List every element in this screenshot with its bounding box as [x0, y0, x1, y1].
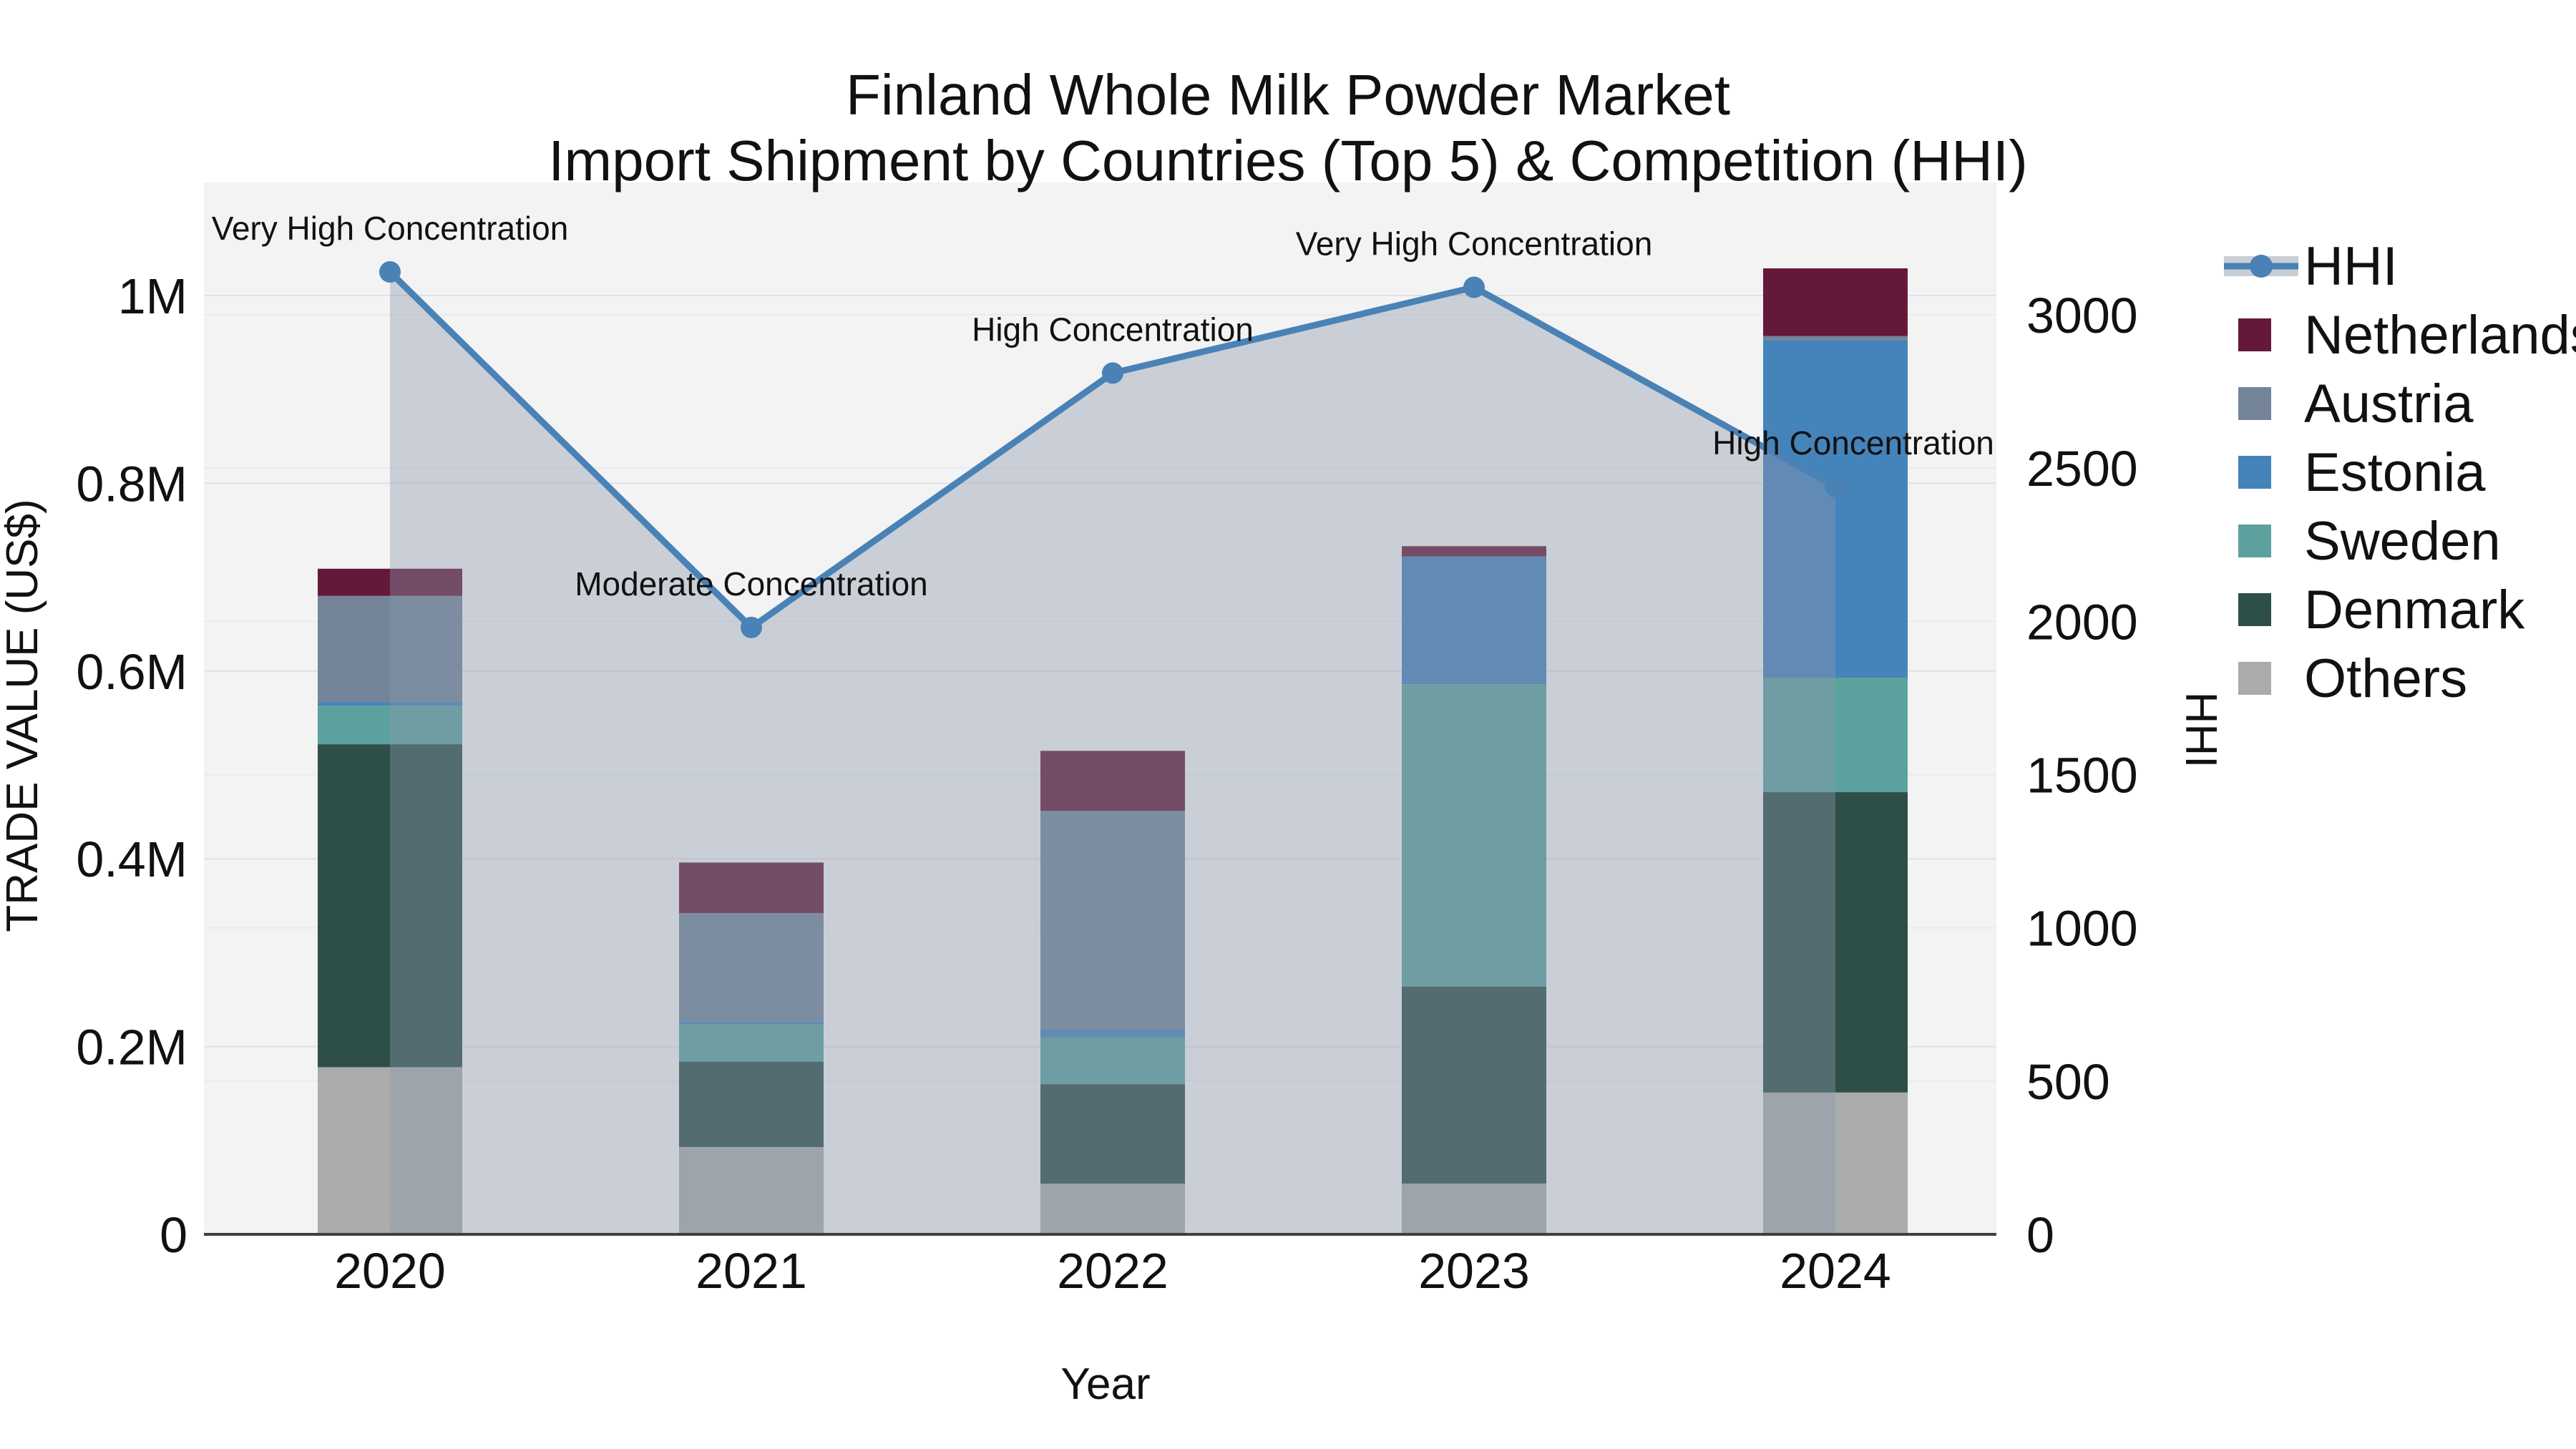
y-right-tick-label: 1000	[2026, 901, 2138, 957]
y-right-tick-label: 1500	[2026, 748, 2138, 804]
bar-segment-estonia-2023[interactable]	[1402, 556, 1546, 685]
legend-item-netherlands[interactable]: Netherlands	[2238, 305, 2576, 366]
bar-segment-denmark-2022[interactable]	[1040, 1084, 1185, 1184]
bar-segment-others-2020[interactable]	[318, 1067, 462, 1235]
y-left-tick-label: 0.8M	[76, 456, 187, 512]
legend-swatch-estonia-icon	[2238, 456, 2271, 489]
legend-item-sweden[interactable]: Sweden	[2238, 511, 2501, 572]
bar-segment-denmark-2023[interactable]	[1402, 986, 1546, 1184]
legend-swatch-denmark-icon	[2238, 593, 2271, 626]
x-tick-label: 2022	[1057, 1243, 1169, 1299]
x-axis-title: Year	[1060, 1360, 1150, 1409]
bar-segment-sweden-2023[interactable]	[1402, 684, 1546, 987]
legend-label: Austria	[2304, 374, 2474, 434]
annotation-2020: Very High Concentration	[212, 210, 569, 247]
legend-label: Denmark	[2304, 580, 2525, 640]
x-tick-label: 2023	[1418, 1243, 1530, 1299]
y-left-tick-label: 0.4M	[76, 831, 187, 887]
bar-segment-others-2023[interactable]	[1402, 1184, 1546, 1234]
bar-segment-others-2024[interactable]	[1763, 1092, 1908, 1234]
legend: HHI Netherlands Austria Estonia Sweden Denmar…	[2224, 236, 2576, 709]
chart-title-line2: Import Shipment by Countries (Top 5) & C…	[548, 129, 2027, 192]
legend-swatch-sweden-icon	[2238, 525, 2271, 557]
y-left-tick-label: 0.6M	[76, 644, 187, 700]
bar-segment-sweden-2022[interactable]	[1040, 1037, 1185, 1085]
legend-item-estonia[interactable]: Estonia	[2238, 442, 2486, 503]
bar-segment-sweden-2020[interactable]	[318, 706, 462, 745]
bar-segment-denmark-2021[interactable]	[679, 1061, 824, 1147]
hhi-point-2023[interactable]	[1463, 276, 1485, 298]
y-left-tick-label: 1M	[118, 268, 187, 324]
legend-label: Estonia	[2304, 442, 2486, 503]
hhi-point-2021[interactable]	[741, 616, 762, 638]
y-left-tick-label: 0	[160, 1207, 187, 1263]
y-right-tick-label: 500	[2026, 1054, 2110, 1110]
legend-label: Sweden	[2304, 511, 2501, 572]
legend-swatch-others-icon	[2238, 662, 2271, 695]
bar-segment-netherlands-2023[interactable]	[1402, 546, 1546, 557]
legend-label: HHI	[2304, 236, 2398, 297]
hhi-point-2024[interactable]	[1825, 475, 1846, 497]
bar-segment-netherlands-2020[interactable]	[318, 568, 462, 596]
legend-swatch-austria-icon	[2238, 387, 2271, 420]
legend-item-others[interactable]: Others	[2238, 648, 2467, 709]
bars	[318, 268, 1908, 1234]
y-left-axis-title: TRADE VALUE (US$)	[0, 499, 47, 932]
hhi-point-2020[interactable]	[379, 261, 401, 283]
annotation-2022: High Concentration	[972, 311, 1254, 348]
bar-segment-austria-2021[interactable]	[679, 913, 824, 1022]
bar-segment-estonia-2021[interactable]	[679, 1021, 824, 1025]
chart-title-line1: Finland Whole Milk Powder Market	[846, 63, 1730, 127]
y-right-tick-label: 3000	[2026, 288, 2138, 343]
bar-segment-estonia-2020[interactable]	[318, 702, 462, 706]
bar-segment-netherlands-2021[interactable]	[679, 862, 824, 914]
bar-segment-netherlands-2022[interactable]	[1040, 751, 1185, 811]
legend-label: Netherlands	[2304, 305, 2576, 366]
bar-segment-austria-2022[interactable]	[1040, 811, 1185, 1030]
y-right-axis-title: HHI	[2176, 692, 2225, 769]
x-tick-label: 2020	[334, 1243, 446, 1299]
bar-segment-estonia-2024[interactable]	[1763, 341, 1908, 678]
legend-item-hhi[interactable]: HHI	[2224, 236, 2398, 297]
y-right-tick-label: 2500	[2026, 441, 2138, 497]
legend-marker-icon	[2250, 255, 2273, 278]
bar-segment-sweden-2024[interactable]	[1763, 678, 1908, 793]
bar-segment-sweden-2021[interactable]	[679, 1024, 824, 1062]
bar-segment-others-2021[interactable]	[679, 1147, 824, 1234]
annotation-2021: Moderate Concentration	[575, 565, 928, 602]
bar-segment-austria-2020[interactable]	[318, 595, 462, 703]
bar-segment-netherlands-2024[interactable]	[1763, 268, 1908, 336]
x-tick-label: 2021	[696, 1243, 807, 1299]
bar-segment-others-2022[interactable]	[1040, 1184, 1185, 1234]
bar-segment-denmark-2020[interactable]	[318, 744, 462, 1068]
legend-swatch-netherlands-icon	[2238, 318, 2271, 351]
y-left-tick-label: 0.2M	[76, 1020, 187, 1075]
legend-item-denmark[interactable]: Denmark	[2238, 580, 2525, 640]
hhi-area-fill	[390, 272, 1835, 1234]
hhi-point-2022[interactable]	[1102, 362, 1123, 384]
annotation-2023: Very High Concentration	[1296, 225, 1653, 263]
y-right-tick-label: 2000	[2026, 594, 2138, 650]
annotation-2024: High Concentration	[1712, 424, 1994, 462]
x-tick-label: 2024	[1780, 1243, 1891, 1299]
legend-item-austria[interactable]: Austria	[2238, 374, 2474, 434]
bar-segment-austria-2024[interactable]	[1763, 336, 1908, 341]
bar-segment-estonia-2022[interactable]	[1040, 1030, 1185, 1038]
bar-segment-denmark-2024[interactable]	[1763, 792, 1908, 1093]
y-right-tick-label: 0	[2026, 1207, 2054, 1263]
legend-label: Others	[2304, 648, 2467, 709]
